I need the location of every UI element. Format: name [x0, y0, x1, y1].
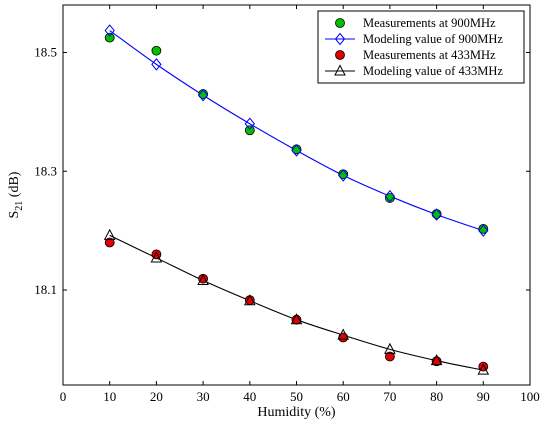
data-point	[197, 88, 209, 102]
data-point	[384, 189, 396, 203]
data-point	[104, 32, 115, 43]
data-point	[103, 228, 116, 240]
x-tick-label: 50	[290, 389, 303, 404]
data-point	[104, 24, 115, 37]
data-point	[150, 251, 163, 263]
x-tick-label: 70	[383, 389, 396, 404]
data-point	[244, 117, 255, 131]
legend: Measurements at 900MHz Modeling value of …	[317, 10, 525, 84]
y-axis-label-subscript: 21	[14, 201, 25, 211]
legend-label: Modeling value of 433MHz	[363, 64, 503, 78]
data-point	[431, 209, 442, 219]
y-axis-label: S21 (dB)	[7, 171, 25, 218]
y-axis-label-unit: (dB)	[7, 171, 22, 201]
data-point	[243, 294, 256, 306]
data-markers	[103, 24, 490, 375]
data-point	[244, 295, 255, 305]
legend-label: Measurements at 900MHz	[363, 16, 496, 30]
data-point	[291, 144, 302, 157]
data-point	[384, 342, 396, 354]
legend-marker	[335, 50, 345, 60]
x-axis-label: Humidity (%)	[257, 405, 335, 420]
data-point	[430, 354, 443, 366]
y-axis-label-main: S	[7, 211, 22, 219]
data-point	[244, 125, 255, 136]
x-tick-label: 10	[103, 389, 116, 404]
x-tick-label: 80	[430, 389, 443, 404]
legend-label: Modeling value of 900MHz	[363, 32, 503, 46]
x-tick-label: 20	[150, 389, 163, 404]
x-tick-label: 100	[520, 389, 540, 404]
data-point	[290, 313, 303, 325]
data-point	[384, 351, 395, 362]
data-point	[431, 208, 442, 221]
y-tick-label: 18.3	[34, 163, 57, 178]
data-point	[151, 58, 162, 71]
x-tick-label: 40	[243, 389, 256, 404]
x-tick-label: 90	[477, 389, 490, 404]
legend-marker	[334, 32, 346, 46]
data-point	[104, 237, 115, 248]
data-point	[338, 332, 349, 343]
legend-marker	[334, 64, 346, 76]
legend-marker	[335, 18, 345, 28]
y-tick-label: 18.1	[34, 282, 57, 297]
svg-text:S21 (dB): S21 (dB)	[7, 171, 25, 218]
data-point	[338, 169, 349, 182]
data-point	[477, 363, 490, 375]
x-tick-label: 60	[337, 389, 350, 404]
data-point	[151, 45, 162, 56]
data-point	[197, 273, 209, 285]
y-tick-label: 18.5	[34, 45, 57, 60]
legend-label: Measurements at 433MHz	[363, 48, 496, 62]
data-point	[337, 328, 350, 340]
data-point	[478, 224, 489, 237]
x-tick-label: 0	[60, 389, 67, 404]
axis-ticks: 0 10 20 30 40 50 60 70 80 90 100 18.1 18.3 18.5	[34, 5, 540, 404]
x-tick-label: 30	[197, 389, 210, 404]
